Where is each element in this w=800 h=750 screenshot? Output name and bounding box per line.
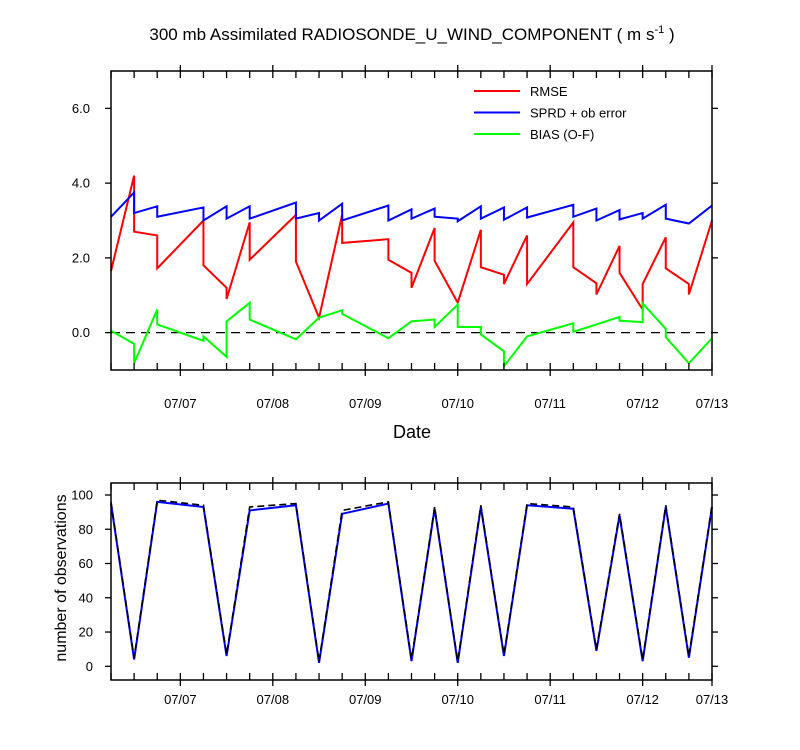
x-tick-label: 07/10 (441, 692, 474, 707)
top-axis-ticks: 07/07 07/08 07/09 07/10 07/11 07/12 07/13 0.0 2.… (72, 65, 728, 411)
x-tick-label: 07/12 (626, 692, 659, 707)
y-tick-label: 20 (79, 625, 93, 640)
y-tick-label: 0.0 (72, 325, 90, 340)
x-tick-label: 07/13 (696, 692, 729, 707)
legend-label: BIAS (O-F) (530, 127, 594, 142)
y-tick-label: 2.0 (72, 250, 90, 265)
legend-label: SPRD + ob error (530, 106, 627, 121)
x-axis-title: Date (393, 422, 431, 442)
x-tick-label: 07/09 (349, 692, 382, 707)
bottom-panel: 07/07 07/08 07/09 07/10 07/11 07/12 07/13 0 20 40… (71, 477, 728, 707)
x-tick-label: 07/11 (534, 692, 566, 707)
series-line-rmse (110, 175, 713, 321)
y-tick-label: 100 (71, 487, 93, 502)
top-series-layer (110, 175, 713, 370)
x-tick-label: 07/13 (696, 396, 729, 411)
y-tick-label: 4.0 (72, 176, 90, 191)
bottom-plot-frame (110, 482, 713, 681)
series-line-sprd-ob-error (110, 189, 713, 225)
x-tick-label: 07/12 (626, 396, 659, 411)
x-tick-label: 07/08 (257, 692, 290, 707)
chart-title: 300 mb Assimilated RADIOSONDE_U_WIND_COM… (149, 24, 674, 44)
y-tick-label: 6.0 (72, 101, 90, 116)
top-panel: 07/07 07/08 07/09 07/10 07/11 07/12 07/13 0.0 2.… (72, 65, 728, 411)
legend-label: RMSE (530, 84, 568, 99)
x-tick-label: 07/11 (534, 396, 566, 411)
x-tick-label: 07/08 (257, 396, 290, 411)
series-line-bias-o-f (110, 300, 713, 370)
y-tick-label: 0 (86, 659, 93, 674)
x-tick-label: 07/07 (164, 692, 197, 707)
y-tick-label: 80 (79, 522, 93, 537)
bottom-series-layer (110, 499, 713, 664)
x-tick-label: 07/07 (164, 396, 197, 411)
y-tick-label: 60 (79, 556, 93, 571)
y-tick-label: 40 (79, 590, 93, 605)
legend: RMSE SPRD + ob error BIAS (O-F) (474, 84, 627, 142)
series-line-possible-observations (110, 499, 713, 662)
y-axis-title-observations: number of observations (53, 494, 70, 661)
x-tick-label: 07/10 (441, 396, 474, 411)
bottom-axis-ticks: 07/07 07/08 07/09 07/10 07/11 07/12 07/13 0 20 40… (71, 477, 728, 707)
x-tick-label: 07/09 (349, 396, 382, 411)
top-plot-frame (110, 70, 713, 371)
